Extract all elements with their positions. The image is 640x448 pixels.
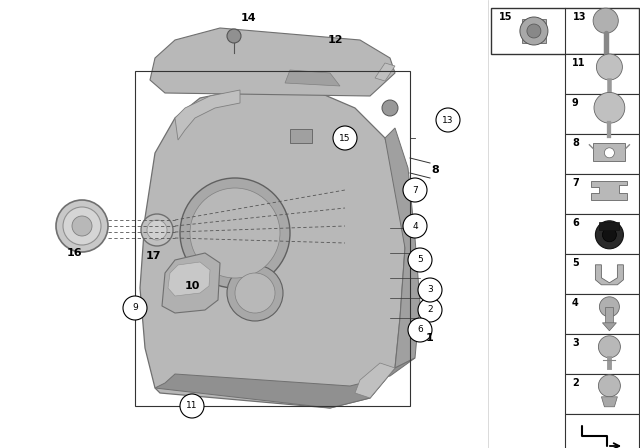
Polygon shape xyxy=(591,181,627,200)
Bar xyxy=(565,414,639,448)
Circle shape xyxy=(382,100,398,116)
Bar xyxy=(565,94,639,134)
Polygon shape xyxy=(602,323,616,331)
Bar xyxy=(605,307,613,323)
Text: 3: 3 xyxy=(572,338,579,348)
Text: 9: 9 xyxy=(572,98,579,108)
Bar xyxy=(565,134,639,174)
Circle shape xyxy=(63,207,101,245)
Text: 2: 2 xyxy=(572,378,579,388)
Circle shape xyxy=(123,296,147,320)
Polygon shape xyxy=(140,90,405,408)
Polygon shape xyxy=(150,28,395,96)
Circle shape xyxy=(180,394,204,418)
Circle shape xyxy=(147,220,167,240)
Text: 1: 1 xyxy=(426,333,434,343)
Circle shape xyxy=(333,126,357,150)
Circle shape xyxy=(436,108,460,132)
Bar xyxy=(565,214,639,254)
Text: 3: 3 xyxy=(427,285,433,294)
Text: 11: 11 xyxy=(572,58,586,68)
Polygon shape xyxy=(355,363,395,398)
Circle shape xyxy=(598,336,620,358)
Text: 8: 8 xyxy=(572,138,579,148)
Circle shape xyxy=(593,8,618,33)
Bar xyxy=(565,254,639,294)
Polygon shape xyxy=(595,265,623,285)
Text: 11: 11 xyxy=(186,401,198,410)
Circle shape xyxy=(408,248,432,272)
Bar xyxy=(491,8,639,54)
Polygon shape xyxy=(602,397,618,407)
Text: 9: 9 xyxy=(132,303,138,313)
Bar xyxy=(135,71,410,406)
Text: 14: 14 xyxy=(240,13,256,23)
Text: 15: 15 xyxy=(499,12,513,22)
Polygon shape xyxy=(155,358,415,408)
Polygon shape xyxy=(375,63,395,81)
Circle shape xyxy=(418,278,442,302)
Circle shape xyxy=(602,228,616,242)
Bar xyxy=(290,129,312,143)
Circle shape xyxy=(527,24,541,38)
Text: 7: 7 xyxy=(412,185,418,194)
Circle shape xyxy=(595,221,623,249)
Circle shape xyxy=(227,29,241,43)
Text: 4: 4 xyxy=(412,221,418,231)
Polygon shape xyxy=(168,262,210,296)
Circle shape xyxy=(408,318,432,342)
Circle shape xyxy=(600,297,620,317)
Circle shape xyxy=(604,148,614,158)
Text: 2: 2 xyxy=(427,306,433,314)
Text: 16: 16 xyxy=(67,248,83,258)
Circle shape xyxy=(527,25,540,37)
Circle shape xyxy=(520,17,548,45)
Polygon shape xyxy=(285,70,340,86)
Circle shape xyxy=(180,178,290,288)
Bar xyxy=(565,54,639,94)
Circle shape xyxy=(403,214,427,238)
Circle shape xyxy=(596,54,622,80)
Text: 7: 7 xyxy=(572,178,579,188)
Text: 6: 6 xyxy=(572,218,579,228)
Text: 13: 13 xyxy=(442,116,454,125)
Text: 10: 10 xyxy=(184,281,200,291)
Bar xyxy=(600,222,620,230)
Text: 6: 6 xyxy=(417,326,423,335)
Bar xyxy=(565,334,639,374)
Circle shape xyxy=(72,216,92,236)
Bar xyxy=(565,174,639,214)
Text: 8: 8 xyxy=(431,165,439,175)
Text: 17: 17 xyxy=(145,251,161,261)
Polygon shape xyxy=(175,90,240,140)
Bar xyxy=(593,143,625,161)
Bar xyxy=(565,374,639,414)
Text: 13: 13 xyxy=(573,12,586,22)
Circle shape xyxy=(235,273,275,313)
Text: 12: 12 xyxy=(327,35,343,45)
Text: 15: 15 xyxy=(339,134,351,142)
Circle shape xyxy=(141,214,173,246)
Polygon shape xyxy=(385,128,420,368)
Circle shape xyxy=(598,375,620,397)
Circle shape xyxy=(403,178,427,202)
Circle shape xyxy=(418,298,442,322)
Circle shape xyxy=(190,188,280,278)
Text: 5: 5 xyxy=(572,258,579,268)
Circle shape xyxy=(594,92,625,123)
Text: 5: 5 xyxy=(417,255,423,264)
Circle shape xyxy=(56,200,108,252)
Text: 4: 4 xyxy=(572,298,579,308)
Bar xyxy=(522,19,546,43)
Bar xyxy=(565,294,639,334)
Circle shape xyxy=(227,265,283,321)
Polygon shape xyxy=(162,253,220,313)
